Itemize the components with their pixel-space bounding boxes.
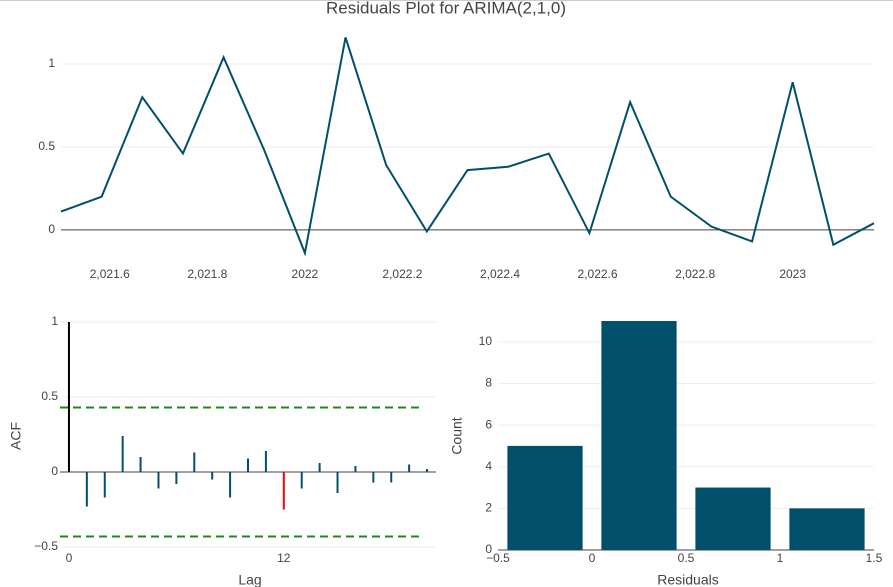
x-tick-label: 0 <box>66 551 73 565</box>
y-tick-label: 0 <box>51 464 58 478</box>
y-tick-label: 1 <box>48 56 55 70</box>
y-axis-title: Count <box>449 417 465 454</box>
chart-title: Residuals Plot for ARIMA(2,1,0) <box>326 0 566 17</box>
x-tick-label: 12 <box>277 551 291 565</box>
y-tick-label: 4 <box>485 459 492 473</box>
x-tick-label: 2022 <box>292 267 319 281</box>
y-tick-label: 0 <box>48 222 55 236</box>
line <box>60 37 875 257</box>
x-tick-label: 2,022.4 <box>480 267 520 281</box>
bar <box>507 445 583 550</box>
y-tick-label: 0.5 <box>41 389 58 403</box>
y-tick-label: 1 <box>51 314 58 328</box>
bar <box>789 508 865 550</box>
x-tick-label: 2023 <box>779 267 806 281</box>
y-tick-label: 0 <box>485 542 492 556</box>
y-tick-label: 0.5 <box>38 139 55 153</box>
x-tick-label: 2,021.6 <box>90 267 130 281</box>
x-tick-label: 2,021.8 <box>187 267 227 281</box>
bar <box>601 321 677 550</box>
bar <box>695 487 771 550</box>
x-tick-label: 0.5 <box>678 551 695 565</box>
y-tick-label: 6 <box>485 417 492 431</box>
y-tick-label: 2 <box>485 501 492 515</box>
y-tick-label: 10 <box>479 334 493 348</box>
x-tick-label: 1.5 <box>866 551 883 565</box>
x-tick-label: 2,022.8 <box>675 267 715 281</box>
y-tick-label: 8 <box>485 376 492 390</box>
y-axis-title: ACF <box>8 422 24 450</box>
x-tick-label: 0 <box>589 551 596 565</box>
x-tick-label: 2,022.2 <box>382 267 422 281</box>
x-tick-label: −0.5 <box>486 551 510 565</box>
y-tick-label: −0.5 <box>34 539 58 553</box>
x-tick-label: 1 <box>777 551 784 565</box>
x-tick-label: 2,022.6 <box>578 267 618 281</box>
x-axis-title: Residuals <box>657 572 718 587</box>
x-axis-title: Lag <box>238 572 261 587</box>
